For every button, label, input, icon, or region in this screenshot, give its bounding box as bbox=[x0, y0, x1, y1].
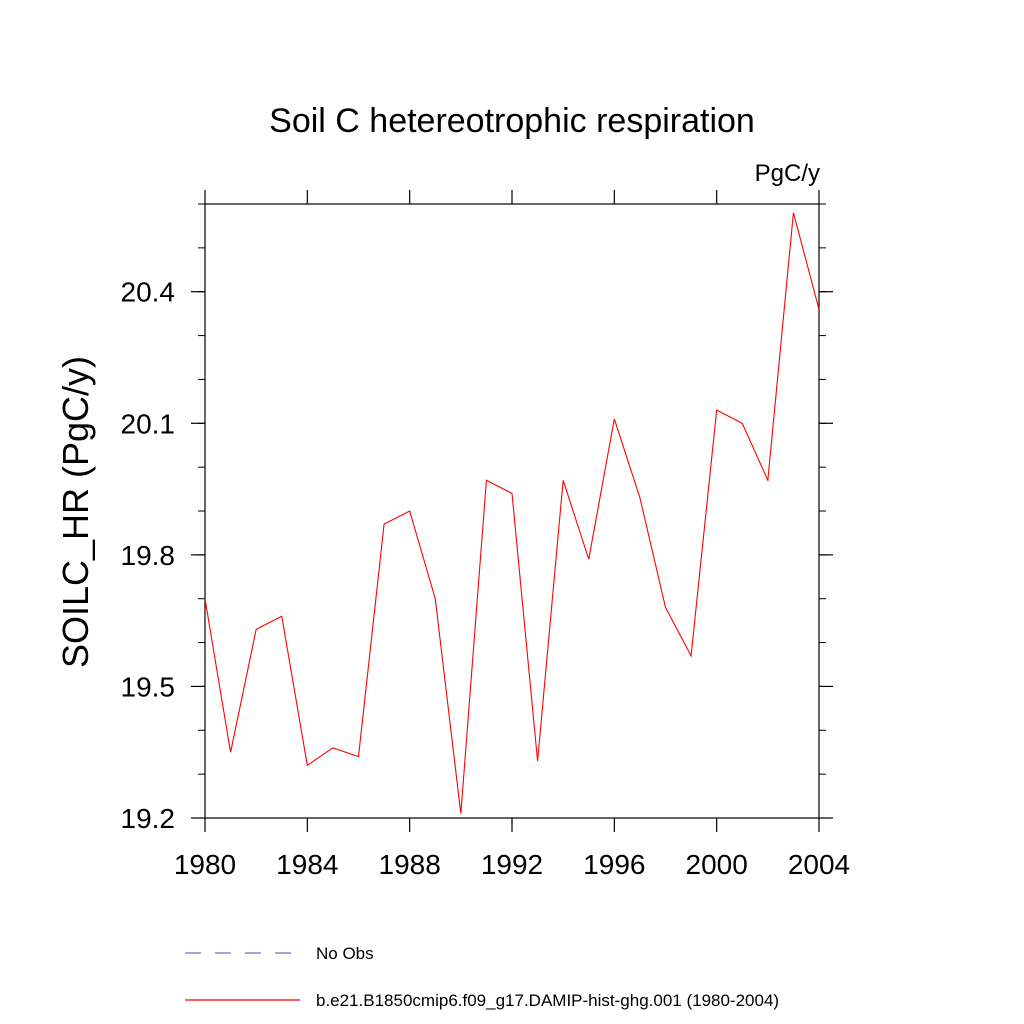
x-tick-labels: 1980 1984 1988 1992 1996 2000 2004 bbox=[174, 849, 850, 880]
axis-ticks bbox=[191, 190, 833, 832]
legend-label-model: b.e21.B1850cmip6.f09_g17.DAMIP-hist-ghg.… bbox=[316, 991, 779, 1010]
series-line bbox=[204, 212, 820, 814]
y-tick-labels: 19.2 19.5 19.8 20.1 20.4 bbox=[121, 277, 176, 834]
y-tick-label: 20.4 bbox=[121, 277, 176, 308]
y-axis-label: SOILC_HR (PgC/y) bbox=[55, 356, 96, 668]
x-tick-label: 1996 bbox=[583, 849, 645, 880]
x-tick-label: 1980 bbox=[174, 849, 236, 880]
x-tick-label: 2000 bbox=[686, 849, 748, 880]
legend-label-no-obs: No Obs bbox=[316, 944, 374, 963]
series-layer bbox=[204, 212, 820, 814]
y-tick-label: 20.1 bbox=[121, 408, 176, 439]
plot-frame bbox=[204, 203, 820, 819]
x-tick-label: 1992 bbox=[481, 849, 543, 880]
x-tick-label: 1988 bbox=[379, 849, 441, 880]
x-tick-label: 1984 bbox=[276, 849, 338, 880]
y-tick-label: 19.8 bbox=[121, 540, 176, 571]
chart-title: Soil C hetereotrophic respiration bbox=[269, 102, 755, 140]
y-tick-label: 19.5 bbox=[121, 671, 176, 702]
units-label: PgC/y bbox=[755, 160, 820, 187]
x-tick-label: 2004 bbox=[788, 849, 850, 880]
y-tick-label: 19.2 bbox=[121, 803, 176, 834]
legend: No Obs b.e21.B1850cmip6.f09_g17.DAMIP-hi… bbox=[185, 944, 779, 1010]
